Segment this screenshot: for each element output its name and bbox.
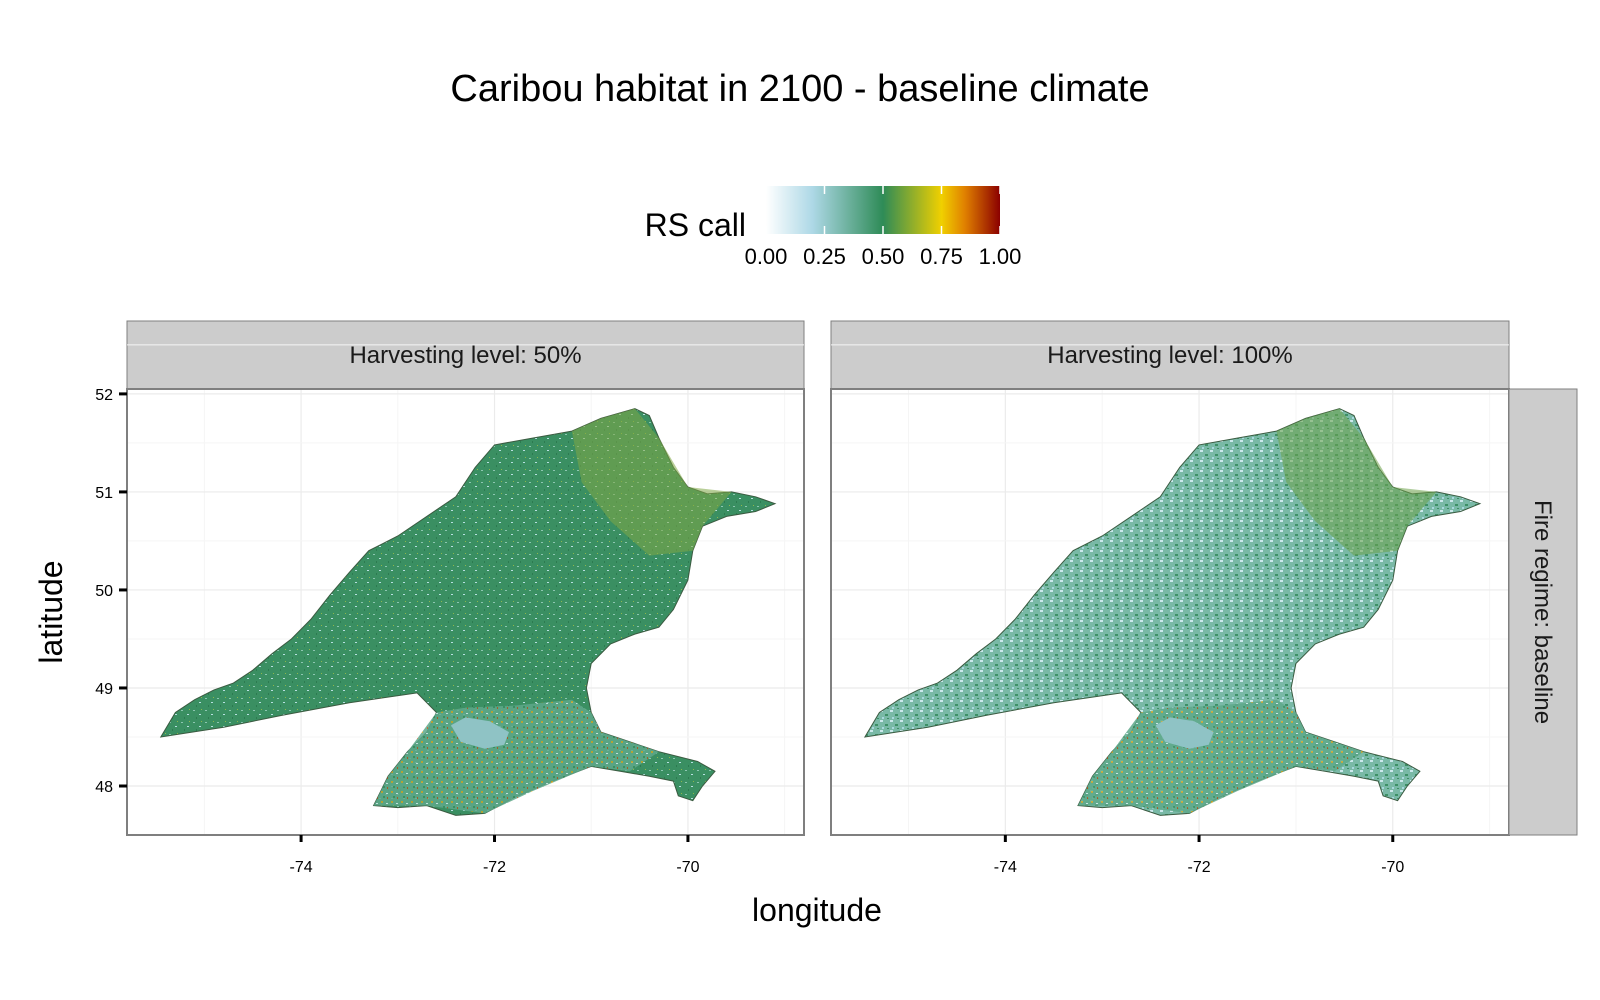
habitat-region-northeast (1276, 408, 1437, 556)
facet-panel-2: Harvesting level: 100% (830, 320, 1510, 836)
y-tick-label: 51 (95, 485, 113, 502)
x-tick-label: -72 (1187, 859, 1210, 876)
y-tick-label: 50 (95, 583, 113, 600)
row-strip-label: Fire regime: baseline (1529, 500, 1556, 724)
legend-title: RS call (645, 207, 746, 243)
x-tick-label: -74 (994, 859, 1017, 876)
y-axis-title: latitude (33, 560, 69, 663)
row-strip-background (1508, 388, 1578, 836)
x-axis-title: longitude (752, 892, 882, 928)
legend-tick-label: 1.00 (979, 244, 1022, 269)
panel-border (126, 388, 805, 836)
facet-panel-1: Harvesting level: 50% (126, 320, 805, 836)
x-axis-1: -74 -72 -70 (290, 835, 700, 876)
x-tick-label: -72 (483, 859, 506, 876)
habitat-region-south (373, 699, 659, 814)
x-tick-label: -74 (290, 859, 313, 876)
facet-panels: Harvesting level: 50% Harvesting level: 1… (126, 320, 1510, 836)
panel-strip-label: Harvesting level: 100% (1047, 342, 1292, 369)
y-tick-label: 48 (95, 779, 113, 796)
y-tick-label: 52 (95, 387, 113, 404)
y-axis: 52 51 50 49 48 (95, 387, 127, 796)
lake (1155, 717, 1214, 749)
legend-tick-label: 0.25 (803, 244, 846, 269)
x-axes: -74 -72 -70 -74 -72 -70 (290, 835, 1404, 876)
y-tick-label: 49 (95, 681, 113, 698)
legend: RS call 0.00 0.25 0.50 0.75 1.00 (645, 186, 1022, 269)
legend-tick-label: 0.50 (862, 244, 905, 269)
legend-ticks: 0.00 0.25 0.50 0.75 1.00 (745, 186, 1022, 269)
x-axis-2: -74 -72 -70 (994, 835, 1404, 876)
x-tick-label: -70 (676, 859, 699, 876)
chart-title: Caribou habitat in 2100 - baseline clima… (450, 68, 1149, 110)
legend-tick-label: 0.75 (920, 244, 963, 269)
habitat-region-south (1078, 699, 1364, 814)
panel-strip (126, 320, 805, 390)
lake (451, 717, 509, 749)
row-strip: Fire regime: baseline (1508, 388, 1578, 836)
panel-strip (830, 320, 1510, 390)
legend-tick-label: 0.00 (745, 244, 788, 269)
panel-strip-label: Harvesting level: 50% (349, 342, 581, 369)
x-tick-label: -70 (1381, 859, 1404, 876)
habitat-region-northeast (571, 408, 732, 556)
